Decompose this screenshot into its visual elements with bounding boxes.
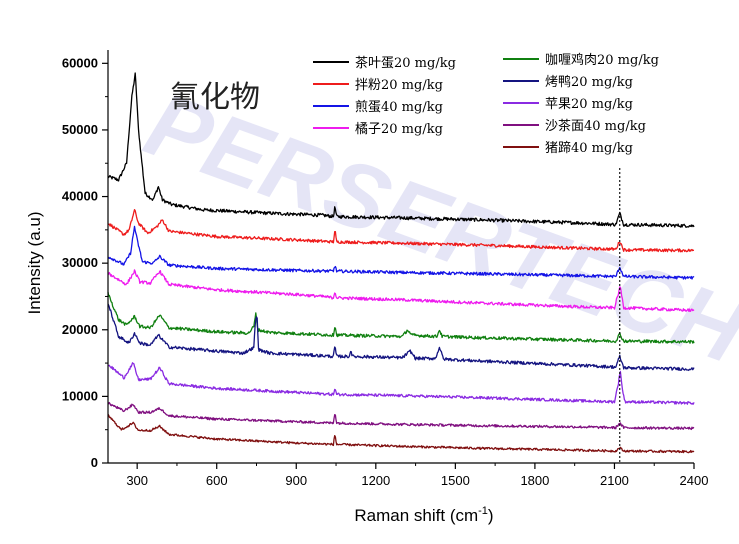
series-line-2 [107, 225, 695, 280]
y-tick-label: 10000 [62, 388, 98, 403]
x-tick-label: 300 [126, 473, 148, 488]
x-tick-label: 900 [285, 473, 307, 488]
y-tick-label: 40000 [62, 189, 98, 204]
x-axis-label: Raman shift (cm-1) [354, 505, 493, 525]
y-axis-label: Intensity (a.u) [25, 212, 44, 315]
x-tick-label: 1800 [520, 473, 549, 488]
x-axis-label-sup: -1 [478, 505, 488, 517]
legend-right-item-label: 苹果20 mg/kg [545, 97, 633, 112]
y-tick-label: 30000 [62, 255, 98, 270]
series-line-6 [108, 362, 695, 405]
x-tick-label: 600 [206, 473, 228, 488]
y-tick-label: 20000 [62, 322, 98, 337]
legend-right-item-label: 烤鸭20 mg/kg [545, 75, 633, 90]
legend-right: 咖喱鸡肉20 mg/kg 烤鸭20 mg/kg 苹果20 mg/kg 沙茶面40 mg… [503, 52, 659, 156]
series-line-3 [107, 269, 695, 313]
legend-left: 茶叶蛋20 mg/kg 拌粉20 mg/kg 煎蛋40 mg/kg 橘子20 mg/k… [313, 55, 456, 137]
legend-left-item-label: 煎蛋40 mg/kg [355, 99, 443, 115]
chart-title: 氰化物 [170, 80, 260, 115]
legend-right-item-label: 沙茶面40 mg/kg [545, 118, 646, 134]
series-line-1 [107, 208, 695, 253]
x-tick-label: 2100 [600, 473, 629, 488]
legend-left-item-label: 橘子20 mg/kg [355, 121, 443, 137]
axes: 300 600 900 1200 1500 1800 2100 2400 0 10000 2000… [62, 50, 708, 488]
series-line-7 [107, 401, 695, 431]
x-tick-label: 1500 [441, 473, 470, 488]
x-axis-label-end: ) [488, 506, 494, 525]
x-tick-label: 2400 [680, 473, 709, 488]
legend-left-item-label: 茶叶蛋20 mg/kg [355, 55, 456, 71]
x-axis-label-main: Raman shift (cm [354, 506, 478, 525]
series-line-5 [107, 303, 695, 372]
y-tick-label: 0 [91, 455, 98, 470]
y-tick-label: 50000 [62, 122, 98, 137]
y-ticks: 0 10000 20000 30000 40000 50000 60000 [62, 55, 108, 470]
legend-right-item-label: 咖喱鸡肉20 mg/kg [545, 52, 659, 68]
legend-left-item-label: 拌粉20 mg/kg [355, 78, 443, 93]
series-group [107, 72, 695, 454]
series-line-4 [107, 291, 695, 344]
x-ticks: 300 600 900 1200 1500 1800 2100 2400 [126, 463, 708, 488]
legend-right-item-label: 猪蹄40 mg/kg [545, 140, 633, 156]
series-line-0 [107, 72, 695, 228]
series-line-8 [107, 413, 695, 454]
x-tick-label: 1200 [361, 473, 390, 488]
y-tick-label: 60000 [62, 55, 98, 70]
